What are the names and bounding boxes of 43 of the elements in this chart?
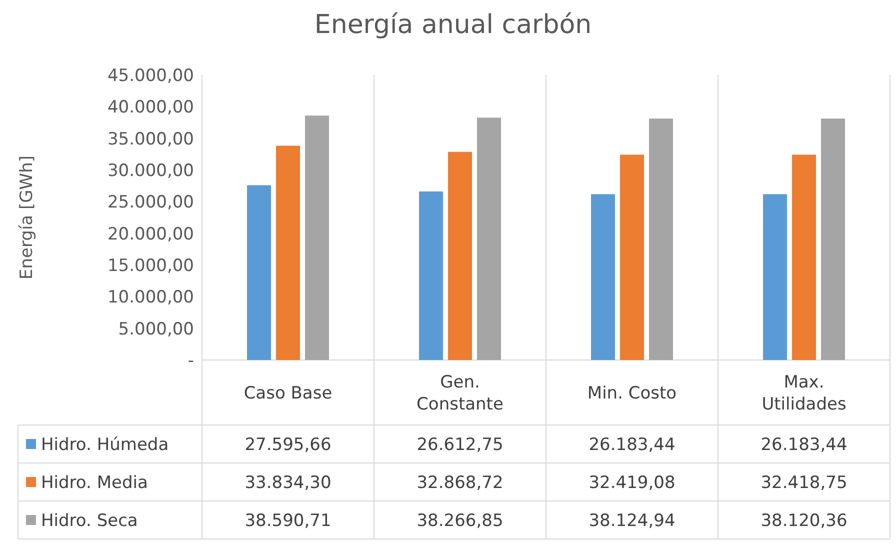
bar — [477, 118, 501, 360]
bar — [247, 185, 271, 360]
data-label: 38.120,36 — [760, 510, 848, 531]
data-label: 38.124,94 — [588, 510, 676, 531]
chart-title: Energía anual carbón — [314, 10, 592, 40]
data-label: 26.183,44 — [760, 434, 848, 455]
y-tick-label: 45.000,00 — [107, 66, 194, 86]
data-label: 33.834,30 — [244, 472, 332, 493]
bar — [620, 154, 644, 360]
y-tick-label: 30.000,00 — [107, 160, 194, 181]
bar — [591, 194, 615, 360]
bar — [821, 118, 845, 360]
data-label: 27.595,66 — [244, 434, 332, 455]
y-tick-label: 5.000,00 — [118, 319, 194, 340]
bar — [448, 152, 472, 360]
legend-label: Hidro. Media — [41, 472, 148, 493]
y-axis-title: Energía [GWh] — [17, 155, 37, 280]
bar — [276, 146, 300, 360]
y-tick-label: 25.000,00 — [107, 192, 194, 213]
y-tick-label: 40.000,00 — [107, 98, 194, 118]
y-tick-label: - — [188, 350, 194, 371]
y-tick-label: 35.000,00 — [107, 129, 194, 150]
bar — [419, 191, 443, 360]
data-label: 38.266,85 — [416, 510, 504, 531]
y-tick-label: 15.000,00 — [107, 256, 194, 276]
data-label: 26.183,44 — [588, 434, 676, 455]
x-tick-label: Max. Utilidades — [762, 372, 846, 414]
data-label: 26.612,75 — [416, 434, 504, 455]
x-tick-label: Min. Costo — [587, 383, 677, 404]
bar — [763, 194, 787, 360]
x-tick-label: Gen. Constante — [416, 372, 504, 414]
data-label: 32.418,75 — [760, 472, 848, 493]
legend-label: Hidro. Seca — [41, 510, 138, 531]
data-label: 32.419,08 — [588, 472, 676, 493]
legend-label: Hidro. Húmeda — [41, 434, 169, 455]
bar — [649, 118, 673, 360]
y-tick-label: 20.000,00 — [107, 224, 194, 244]
data-label: 32.868,72 — [416, 472, 504, 493]
bar — [305, 116, 329, 360]
y-tick-label: 10.000,00 — [107, 288, 194, 308]
x-tick-label: Caso Base — [244, 383, 332, 404]
bar — [792, 154, 816, 360]
data-label: 38.590,71 — [244, 510, 332, 531]
